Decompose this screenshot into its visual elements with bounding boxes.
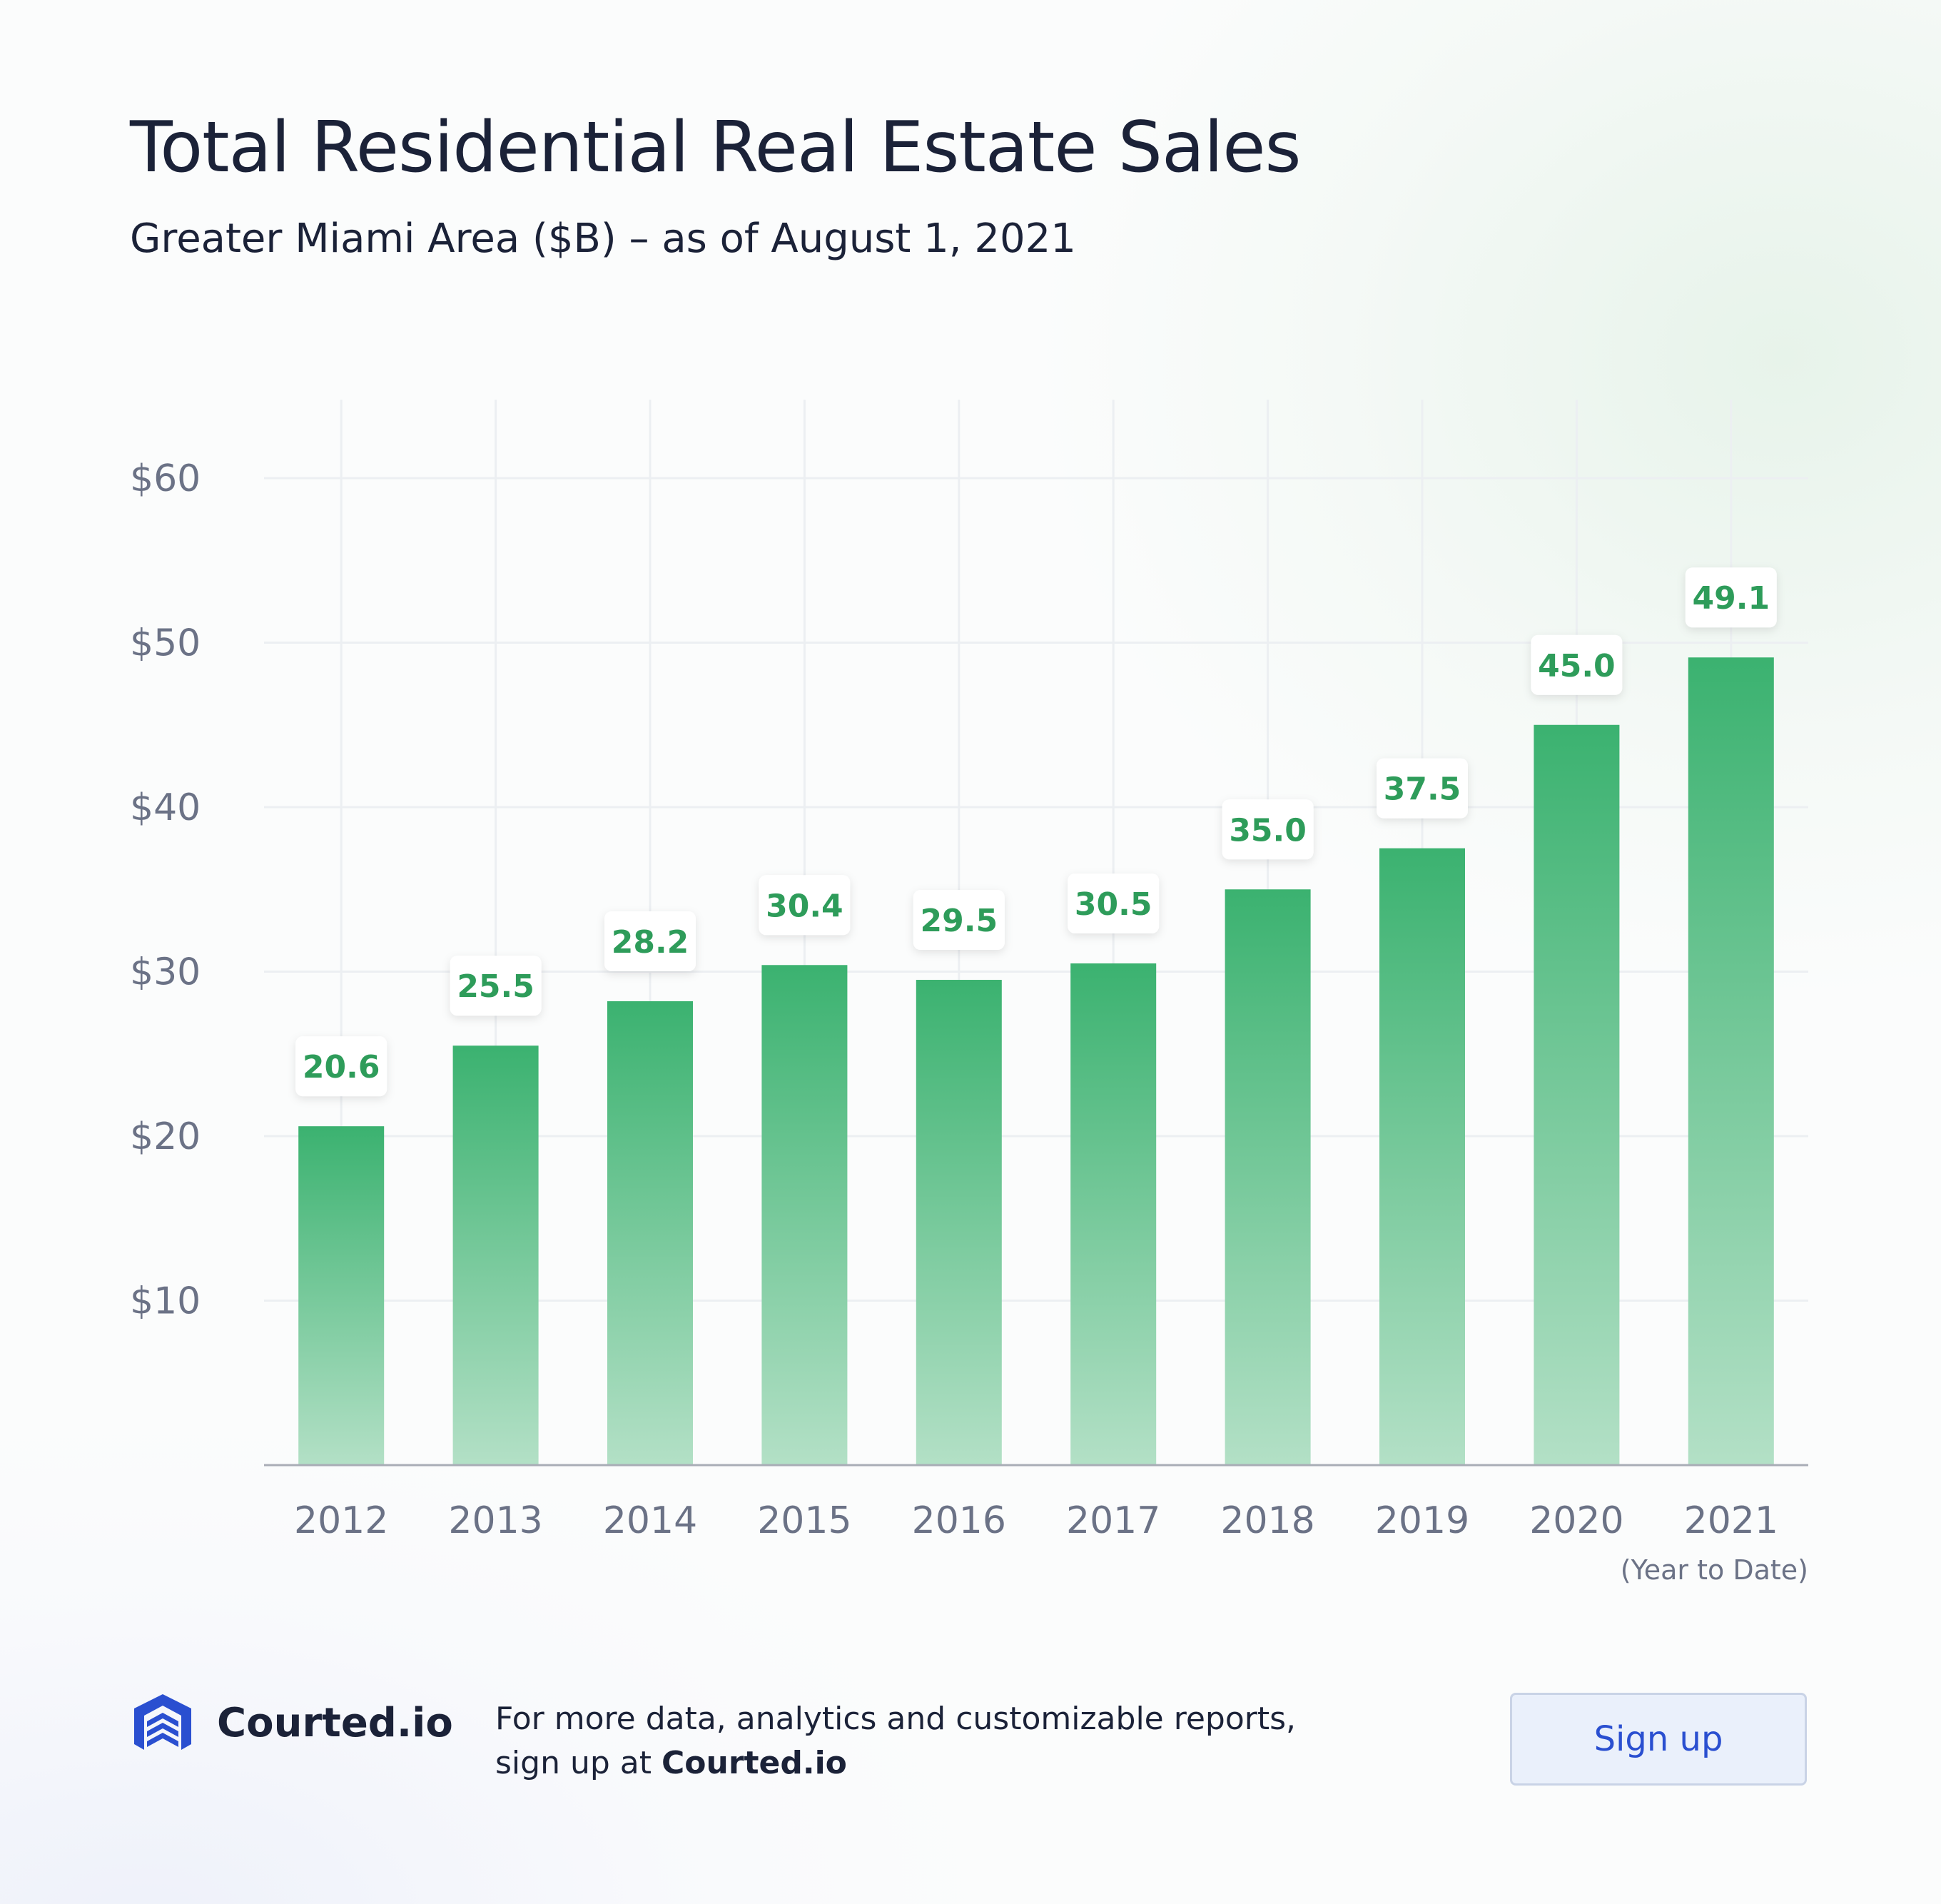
sign-up-button[interactable]: Sign up xyxy=(1510,1693,1807,1786)
value-label: 49.1 xyxy=(1693,580,1770,617)
footer-promo: For more data, analytics and customizabl… xyxy=(495,1697,1296,1786)
y-tick-label: $50 xyxy=(130,622,201,665)
x-tick-label: 2014 xyxy=(603,1499,697,1542)
value-labels: 20.6 25.5 28.2 30.4 29.5 30.5 35.0 37.5 45.0 49.1 xyxy=(295,567,1777,1097)
bar-chart: 20.6 25.5 28.2 30.4 29.5 30.5 35.0 37.5 45.0 49.1… xyxy=(130,400,1808,1586)
chart-title: Total Residential Real Estate Sales xyxy=(130,107,1302,188)
value-label: 28.2 xyxy=(612,924,689,961)
x-tick-label: 2021 xyxy=(1684,1499,1778,1542)
value-label-box xyxy=(1531,634,1623,695)
y-tick-label: $40 xyxy=(130,786,201,829)
value-label-box xyxy=(913,890,1005,951)
value-label-box xyxy=(1222,799,1314,860)
value-label-box xyxy=(759,875,851,936)
value-label: 30.5 xyxy=(1075,886,1152,923)
value-label-box xyxy=(1377,758,1468,819)
bar xyxy=(607,1001,693,1465)
x-tick-label: 2018 xyxy=(1220,1499,1314,1542)
bar xyxy=(298,1126,385,1465)
axes: $10 $20 $30 $40 $50 $60 2012 2013 2014 2015 2016 20… xyxy=(130,457,1808,1586)
chart-subtitle: Greater Miami Area ($B) – as of August 1… xyxy=(130,216,1076,262)
value-label-box xyxy=(1068,873,1160,933)
promo-link[interactable]: Courted.io xyxy=(661,1745,847,1781)
x-tick-label: 2017 xyxy=(1066,1499,1160,1542)
x-tick-label: 2013 xyxy=(448,1499,542,1542)
bar xyxy=(916,980,1002,1465)
courted-logo-icon xyxy=(134,1694,191,1750)
x-tick-label: 2015 xyxy=(757,1499,851,1542)
value-label: 35.0 xyxy=(1229,812,1307,849)
brand-name: Courted.io xyxy=(217,1699,453,1746)
subtitle-date: – as of August 1, 2021 xyxy=(616,216,1076,262)
value-label-box xyxy=(604,911,696,971)
promo-line-2: sign up at Courted.io xyxy=(495,1741,1296,1786)
bar xyxy=(1070,963,1157,1465)
bar xyxy=(1225,889,1311,1465)
value-label-box xyxy=(1685,567,1777,628)
promo-line-1: For more data, analytics and customizabl… xyxy=(495,1701,1297,1737)
x-tick-label: 2012 xyxy=(294,1499,388,1542)
x-tick-label: 2016 xyxy=(912,1499,1006,1542)
value-label-box xyxy=(295,1036,387,1097)
bar xyxy=(1688,657,1774,1465)
value-label: 37.5 xyxy=(1384,771,1461,808)
y-tick-label: $20 xyxy=(130,1115,201,1158)
bar xyxy=(1534,724,1620,1465)
x-tick-label: 2019 xyxy=(1375,1499,1469,1542)
value-label: 45.0 xyxy=(1538,648,1616,684)
footer-brand[interactable]: Courted.io xyxy=(130,1690,453,1756)
value-label-box xyxy=(450,956,542,1016)
value-label: 30.4 xyxy=(766,888,843,924)
value-label: 29.5 xyxy=(921,903,998,939)
promo-prefix: sign up at xyxy=(495,1745,662,1781)
x-tick-label: 2020 xyxy=(1529,1499,1623,1542)
x-tick-note: (Year to Date) xyxy=(1621,1554,1808,1586)
y-tick-label: $60 xyxy=(130,457,201,500)
value-label: 20.6 xyxy=(303,1049,380,1085)
y-tick-label: $30 xyxy=(130,951,201,994)
y-tick-label: $10 xyxy=(130,1280,201,1323)
bar xyxy=(761,965,848,1465)
value-label: 25.5 xyxy=(457,968,534,1005)
subtitle-region: Greater Miami Area ($B) xyxy=(130,216,617,262)
bars xyxy=(298,657,1774,1465)
bar xyxy=(1379,848,1465,1465)
bar xyxy=(452,1045,539,1465)
